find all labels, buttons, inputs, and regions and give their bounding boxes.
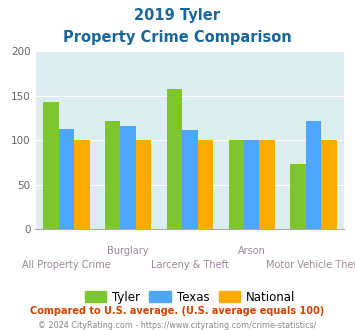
Text: Motor Vehicle Theft: Motor Vehicle Theft [266, 260, 355, 270]
Bar [321, 140, 337, 229]
Bar [290, 164, 306, 229]
Bar [105, 121, 120, 229]
Bar [43, 102, 59, 229]
Bar [198, 140, 213, 229]
Bar [120, 126, 136, 229]
Bar [244, 140, 260, 229]
Text: © 2024 CityRating.com - https://www.cityrating.com/crime-statistics/: © 2024 CityRating.com - https://www.city… [38, 321, 317, 330]
Bar [182, 130, 198, 229]
Bar [260, 140, 275, 229]
Text: Property Crime Comparison: Property Crime Comparison [63, 30, 292, 45]
Text: Burglary: Burglary [108, 246, 149, 256]
Bar [59, 129, 74, 229]
Bar [306, 121, 321, 229]
Bar [74, 140, 89, 229]
Bar [229, 140, 244, 229]
Text: 2019 Tyler: 2019 Tyler [135, 8, 220, 23]
Text: All Property Crime: All Property Crime [22, 260, 111, 270]
Text: Arson: Arson [238, 246, 266, 256]
Bar [136, 140, 151, 229]
Bar [167, 89, 182, 229]
Text: Compared to U.S. average. (U.S. average equals 100): Compared to U.S. average. (U.S. average … [31, 306, 324, 316]
Text: Larceny & Theft: Larceny & Theft [151, 260, 229, 270]
Legend: Tyler, Texas, National: Tyler, Texas, National [80, 286, 300, 309]
